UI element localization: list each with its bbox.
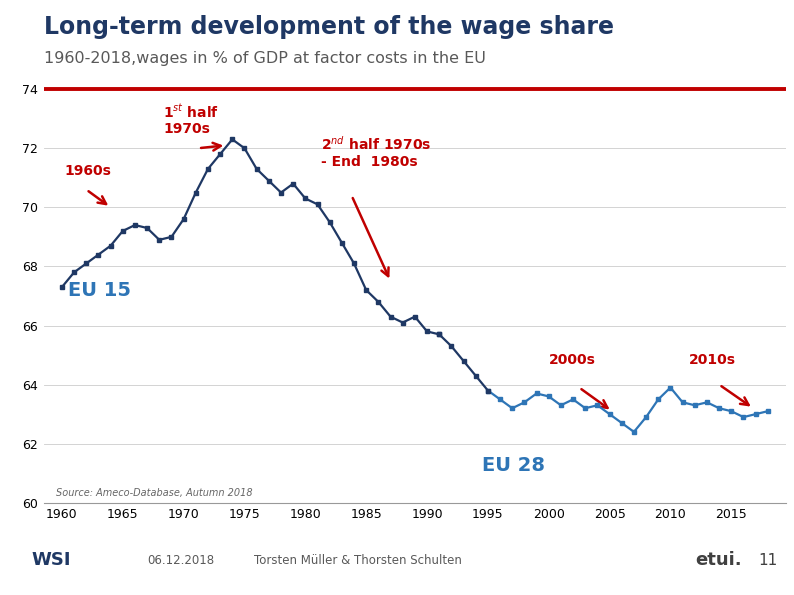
- Text: 1$^{st}$ half
1970s: 1$^{st}$ half 1970s: [163, 102, 219, 136]
- Text: 06.12.2018: 06.12.2018: [147, 554, 214, 567]
- Text: Source: Ameco-Database, Autumn 2018: Source: Ameco-Database, Autumn 2018: [56, 488, 252, 499]
- Text: 1960-2018,wages in % of GDP at factor costs in the EU: 1960-2018,wages in % of GDP at factor co…: [44, 51, 486, 65]
- Text: 2010s: 2010s: [688, 353, 736, 367]
- Text: etui.: etui.: [695, 552, 742, 569]
- Text: Long-term development of the wage share: Long-term development of the wage share: [44, 15, 614, 39]
- Text: WSI: WSI: [32, 552, 71, 569]
- Text: EU 28: EU 28: [482, 456, 545, 474]
- Text: 1960s: 1960s: [64, 164, 111, 178]
- Text: 2$^{nd}$ half 1970s
- End  1980s: 2$^{nd}$ half 1970s - End 1980s: [321, 135, 432, 169]
- Text: 11: 11: [758, 553, 777, 568]
- Text: Torsten Müller & Thorsten Schulten: Torsten Müller & Thorsten Schulten: [254, 554, 462, 567]
- Text: 2000s: 2000s: [549, 353, 596, 367]
- Text: EU 15: EU 15: [68, 281, 131, 300]
